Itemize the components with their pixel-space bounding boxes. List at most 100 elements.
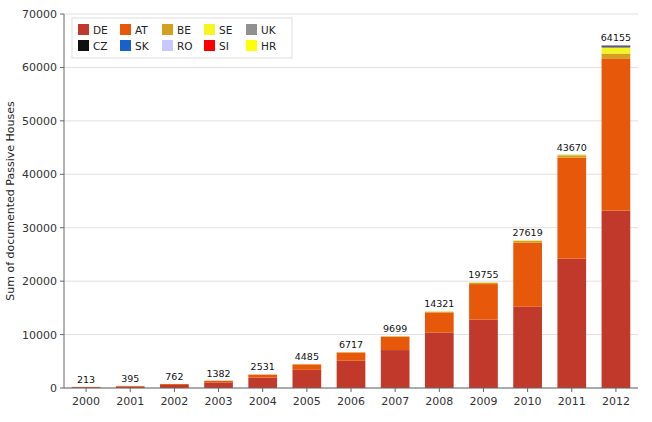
chart: 0100002000030000400005000060000700002133… [0,0,652,422]
bar-segment [160,383,189,384]
bar-segment [204,381,233,383]
bar-segment [602,45,631,46]
bar-segment [337,352,366,353]
x-tick [262,388,263,392]
bar-segment [292,364,321,365]
bar-segment [160,383,189,384]
x-tick [306,388,307,392]
bar-segment [116,385,145,386]
legend-swatch [162,40,173,51]
bar-segment [425,311,454,312]
bar-segment [425,311,454,312]
bar-segment [513,240,542,241]
bar-segment [557,155,586,157]
y-tick-label: 0 [50,382,57,395]
bar-segment [425,311,454,312]
bar-segment [116,385,145,386]
total-label: 19755 [468,269,498,280]
x-tick-label: 2006 [337,395,365,408]
x-tick-label: 2000 [72,395,100,408]
x-tick [86,388,87,392]
bar-segment [469,284,498,320]
bar-segment [292,364,321,365]
legend-swatch [204,40,215,51]
total-label: 6717 [339,339,363,350]
bar-segment [381,336,410,337]
bar-segment [72,386,101,387]
total-label: 14321 [424,298,454,309]
bar-segment [72,386,101,387]
bar-segment [292,364,321,365]
legend-swatch [78,40,89,51]
bar-segment [160,384,189,386]
bar-segment [602,47,631,48]
y-axis [64,14,65,388]
total-label: 2531 [251,361,275,372]
grid-line [64,174,638,175]
legend: DEATBESEUKCZSKROSIHR [72,18,292,58]
y-tick-label: 60000 [22,61,57,74]
bar-segment [425,311,454,313]
bar-segment [292,364,321,365]
bar-segment [204,380,233,381]
legend-box [72,18,292,58]
y-tick [60,334,64,335]
x-tick-label: 2007 [381,395,409,408]
y-tick [60,174,64,175]
bar-segment [513,241,542,243]
legend-label: DE [93,24,108,36]
x-tick-label: 2003 [205,395,233,408]
bar-segment [381,337,410,350]
bar-segment [160,383,189,384]
x-tick-label: 2010 [514,395,542,408]
bar-segment [204,380,233,381]
legend-label: CZ [93,40,108,52]
grid-line [64,334,638,335]
bar-segment [337,352,366,353]
legend-label: SE [219,24,232,36]
bar-segment [469,283,498,284]
bar-segment [248,374,277,375]
x-tick-label: 2011 [558,395,586,408]
bar-segment [381,336,410,337]
x-tick-label: 2004 [249,395,277,408]
bar-segment [116,385,145,387]
legend-swatch [78,24,89,35]
bar-segment [116,385,145,386]
bar-segment [513,240,542,241]
legend-swatch [120,40,131,51]
x-tick-label: 2012 [602,395,630,408]
bar-segment [557,154,586,155]
bar-segment [425,311,454,312]
bar-segment [425,332,454,388]
bar-segment [337,352,366,353]
bar-segment [116,385,145,386]
bar-segment [204,380,233,381]
bar-segment [602,58,631,210]
bar-segment [292,364,321,365]
x-tick-label: 2008 [425,395,453,408]
legend-swatch [120,24,131,35]
grid-line [64,67,638,68]
bar-segment [513,240,542,241]
bar-segment [116,385,145,386]
bar-segment [557,158,586,259]
bar-segment [337,352,366,353]
bar-segment [292,364,321,369]
legend-swatch [246,24,257,35]
bar-segment [381,350,410,388]
bar-segment [557,154,586,155]
bar-segment [72,386,101,387]
bar-segment [72,386,101,387]
bar-segment [602,211,631,388]
grid-line [64,120,638,121]
x-tick [218,388,219,392]
legend-swatch [162,24,173,35]
bar-segment [160,383,189,384]
x-tick [483,388,484,392]
y-tick-label: 70000 [22,8,57,21]
bar-segment [381,336,410,337]
total-label: 1382 [206,368,230,379]
legend-label: UK [261,24,277,36]
bar-segment [248,374,277,375]
